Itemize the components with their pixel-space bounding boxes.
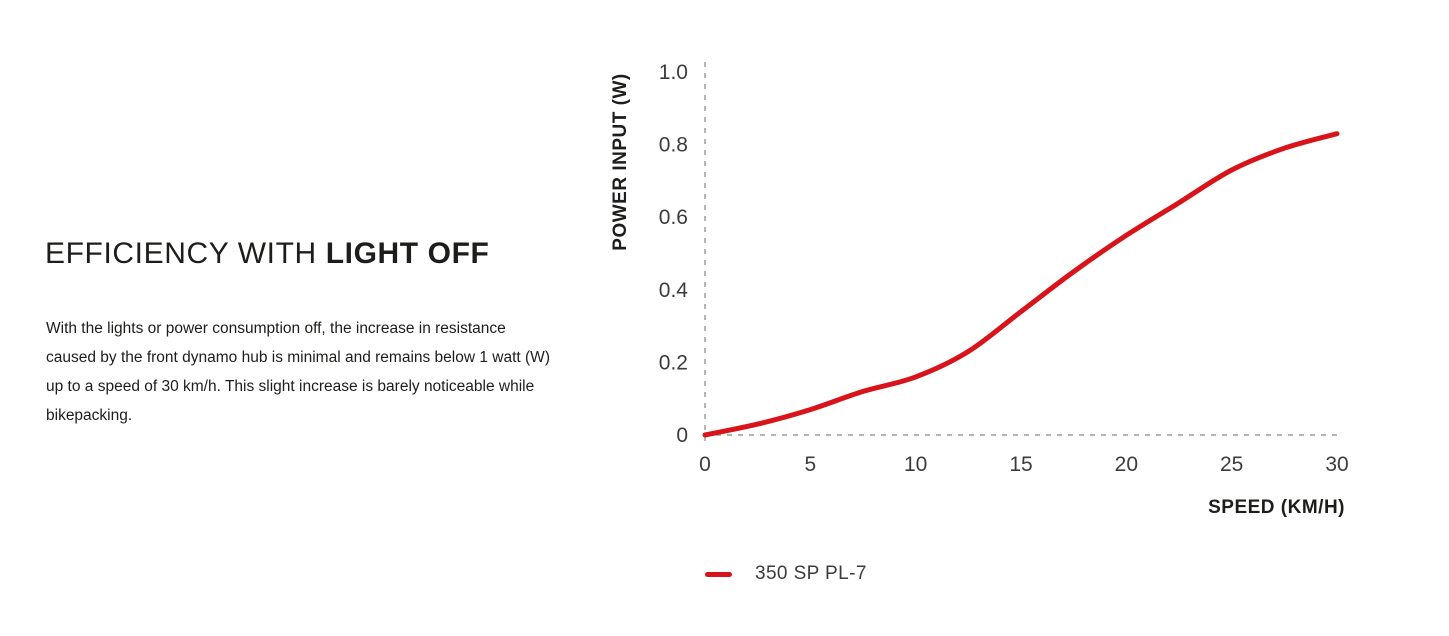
section-title: EFFICIENCY WITH LIGHT OFF [45,237,489,271]
legend-line-swatch [705,571,732,577]
x-axis-title: SPEED (KM/H) [1208,497,1345,518]
section-title-bold: LIGHT OFF [325,237,490,270]
legend: 350 SP PL-7 [705,563,867,585]
plot-area: 0 5 10 15 20 25 30 0 0.2 0.4 0.6 0.8 1.0 POWER INPU… [610,61,1349,518]
x-tick-label: 30 [1325,453,1348,476]
y-tick-label: 0.6 [659,206,688,229]
data-curve [702,131,1340,438]
y-tick-label: 0.2 [659,351,688,374]
x-tick-label: 25 [1220,453,1243,476]
x-tick-label: 15 [1009,453,1032,476]
y-tick-label: 0.4 [659,279,689,302]
y-tick-label: 1.0 [659,61,688,84]
x-axis-ticks: 0 5 10 15 20 25 30 [699,453,1349,476]
intro-paragraph: With the lights or power consumption off… [46,320,550,424]
y-axis-ticks: 0 0.2 0.4 0.6 0.8 1.0 [659,61,689,447]
y-tick-label: 0.8 [659,134,688,157]
y-axis-title: POWER INPUT (W) [610,73,631,250]
x-tick-label: 5 [804,453,816,476]
x-tick-label: 10 [904,453,927,476]
section-title-regular: EFFICIENCY WITH [45,237,326,270]
chart-section: 0 5 10 15 20 25 30 0 0.2 0.4 0.6 0.8 1.0 POWER INPU… [600,40,1400,610]
legend-label: 350 SP PL-7 [755,563,867,584]
y-tick-label: 0 [676,424,688,447]
x-tick-label: 0 [699,453,711,476]
x-tick-label: 20 [1115,453,1138,476]
